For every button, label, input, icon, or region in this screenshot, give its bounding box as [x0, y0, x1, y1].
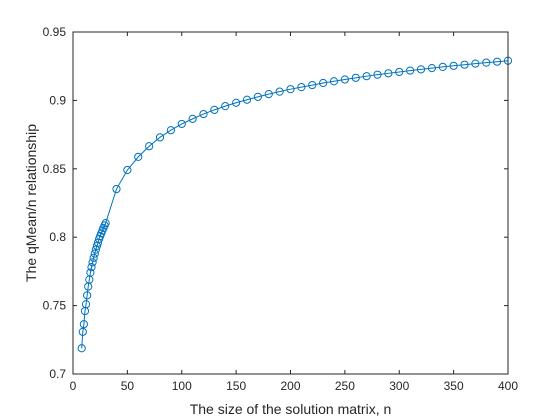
data-point	[112, 184, 121, 194]
data-point	[449, 61, 458, 70]
data-point	[384, 69, 393, 78]
x-tick-label: 0	[70, 379, 77, 393]
data-point	[145, 142, 154, 151]
data-point	[83, 291, 92, 300]
data-point	[88, 258, 97, 267]
data-point	[87, 263, 96, 272]
data-point	[253, 92, 262, 101]
data-point	[406, 66, 415, 75]
data-point	[78, 327, 87, 336]
x-tick-label: 350	[444, 379, 464, 393]
data-point	[275, 87, 284, 96]
data-point	[221, 102, 230, 111]
data-point	[81, 300, 91, 309]
y-tick-label: 0.7	[49, 367, 66, 381]
data-point	[438, 62, 447, 71]
data-point	[90, 249, 99, 258]
data-point	[166, 126, 175, 135]
y-tick-label: 0.95	[43, 25, 67, 39]
data-point	[188, 114, 197, 123]
data-point	[199, 109, 208, 119]
y-axis-label: The qMean/n relationship	[23, 124, 39, 282]
data-point	[210, 105, 219, 114]
data-point	[308, 80, 317, 90]
data-point	[177, 119, 186, 129]
data-point	[373, 70, 382, 79]
data-point	[79, 320, 88, 329]
plot-area	[73, 32, 508, 374]
x-tick-label: 400	[498, 379, 518, 393]
y-tick-label: 0.75	[43, 299, 67, 313]
data-point	[493, 57, 502, 66]
x-tick-label: 200	[280, 379, 300, 393]
data-point	[460, 60, 469, 69]
data-point	[340, 75, 349, 84]
data-point	[362, 72, 371, 81]
y-tick-label: 0.85	[43, 162, 67, 176]
data-point	[264, 90, 273, 99]
data-point	[319, 78, 328, 88]
data-point	[286, 85, 295, 94]
series-layer	[77, 56, 513, 353]
data-point	[471, 59, 480, 68]
data-point	[482, 58, 491, 67]
x-tick-label: 300	[389, 379, 409, 393]
data-point	[123, 165, 132, 175]
data-point	[242, 95, 252, 104]
data-point	[297, 83, 306, 92]
x-tick-label: 150	[226, 379, 246, 393]
data-point	[351, 73, 360, 82]
data-point	[134, 152, 143, 161]
data-point	[395, 67, 404, 77]
x-axis-label: The size of the solution matrix, n	[190, 401, 392, 417]
x-tick-label: 100	[172, 379, 192, 393]
data-point	[329, 77, 339, 86]
data-point	[416, 65, 426, 74]
x-tick-label: 250	[335, 379, 355, 393]
data-point	[101, 219, 110, 228]
data-point	[155, 133, 165, 142]
data-point	[86, 268, 95, 277]
axes: 0 50 100 150 200 250 300 350 400 0.7 0.75 0.8 0.85 0.…	[43, 25, 519, 393]
data-point	[89, 253, 98, 262]
x-tick-label: 50	[121, 379, 135, 393]
data-point	[232, 98, 241, 107]
data-point	[77, 344, 86, 353]
y-tick-label: 0.9	[49, 93, 66, 107]
y-tick-label: 0.8	[49, 230, 66, 244]
data-point	[427, 64, 436, 73]
